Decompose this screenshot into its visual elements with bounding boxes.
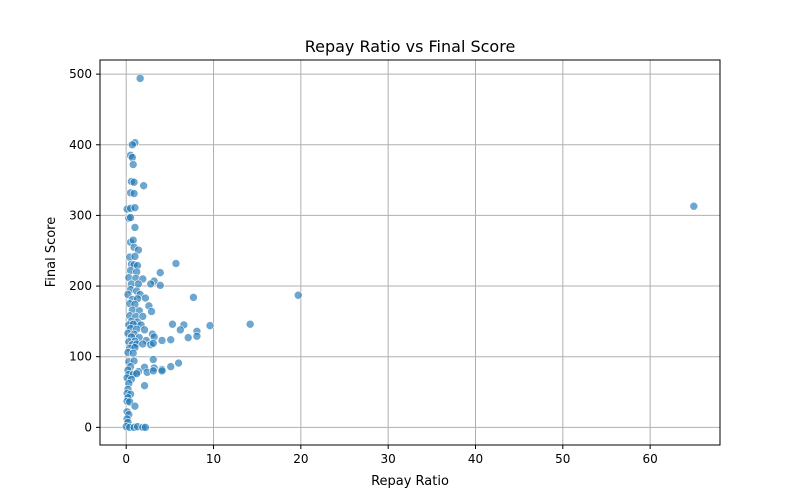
data-point <box>139 181 148 191</box>
data-point <box>148 355 158 364</box>
data-point <box>183 333 193 342</box>
data-point <box>205 321 215 330</box>
data-point <box>128 348 138 358</box>
x-tick-label: 0 <box>122 452 130 466</box>
data-points <box>121 74 699 432</box>
y-tick-label: 100 <box>69 350 92 364</box>
x-tick-label: 10 <box>206 452 221 466</box>
data-point <box>689 201 699 211</box>
data-point <box>130 252 140 261</box>
y-tick-label: 200 <box>69 279 92 293</box>
data-point <box>192 331 202 341</box>
plot-frame <box>99 59 721 446</box>
grid <box>100 60 720 445</box>
data-point <box>189 293 198 302</box>
data-point <box>155 268 165 277</box>
data-point <box>171 259 181 268</box>
data-point <box>129 177 139 187</box>
data-point <box>166 335 176 345</box>
data-point <box>130 223 140 232</box>
data-point <box>176 325 185 335</box>
y-tick-label: 0 <box>84 420 92 434</box>
x-axis: 0 10 20 30 40 50 60 <box>122 445 658 466</box>
data-point <box>245 319 255 329</box>
x-axis-label: Repay Ratio <box>371 474 449 489</box>
data-point <box>141 423 150 432</box>
x-tick-label: 20 <box>293 452 308 466</box>
data-point <box>155 281 165 290</box>
x-tick-label: 60 <box>643 452 658 466</box>
chart-title: Repay Ratio vs Final Score <box>305 37 516 56</box>
data-point <box>126 213 135 222</box>
data-point <box>293 290 303 300</box>
data-point <box>132 369 141 378</box>
data-point <box>138 312 148 321</box>
x-tick-label: 30 <box>381 452 396 466</box>
data-point <box>140 381 149 390</box>
data-point <box>166 362 176 371</box>
data-point <box>146 279 155 289</box>
data-point <box>141 293 150 303</box>
data-point <box>174 358 183 368</box>
data-point <box>157 366 167 376</box>
data-point <box>129 189 139 198</box>
data-point <box>128 235 138 245</box>
y-tick-label: 500 <box>69 67 92 81</box>
y-tick-label: 300 <box>69 208 92 222</box>
x-tick-label: 50 <box>555 452 570 466</box>
data-point <box>168 319 177 329</box>
data-point <box>135 74 145 83</box>
data-point <box>140 325 149 335</box>
data-point <box>128 153 137 162</box>
y-tick-label: 400 <box>69 138 92 152</box>
data-point <box>157 336 167 345</box>
x-tick-label: 40 <box>468 452 483 466</box>
data-point <box>128 140 137 150</box>
data-point <box>138 339 148 349</box>
data-point <box>130 203 140 212</box>
y-axis: 0 100 200 300 400 500 <box>69 67 100 434</box>
data-point <box>148 366 158 376</box>
y-axis-label: Final Score <box>44 217 59 288</box>
data-point <box>147 307 156 316</box>
data-point <box>148 338 158 348</box>
data-point <box>128 160 138 169</box>
data-point <box>134 279 143 289</box>
data-point <box>130 401 140 411</box>
